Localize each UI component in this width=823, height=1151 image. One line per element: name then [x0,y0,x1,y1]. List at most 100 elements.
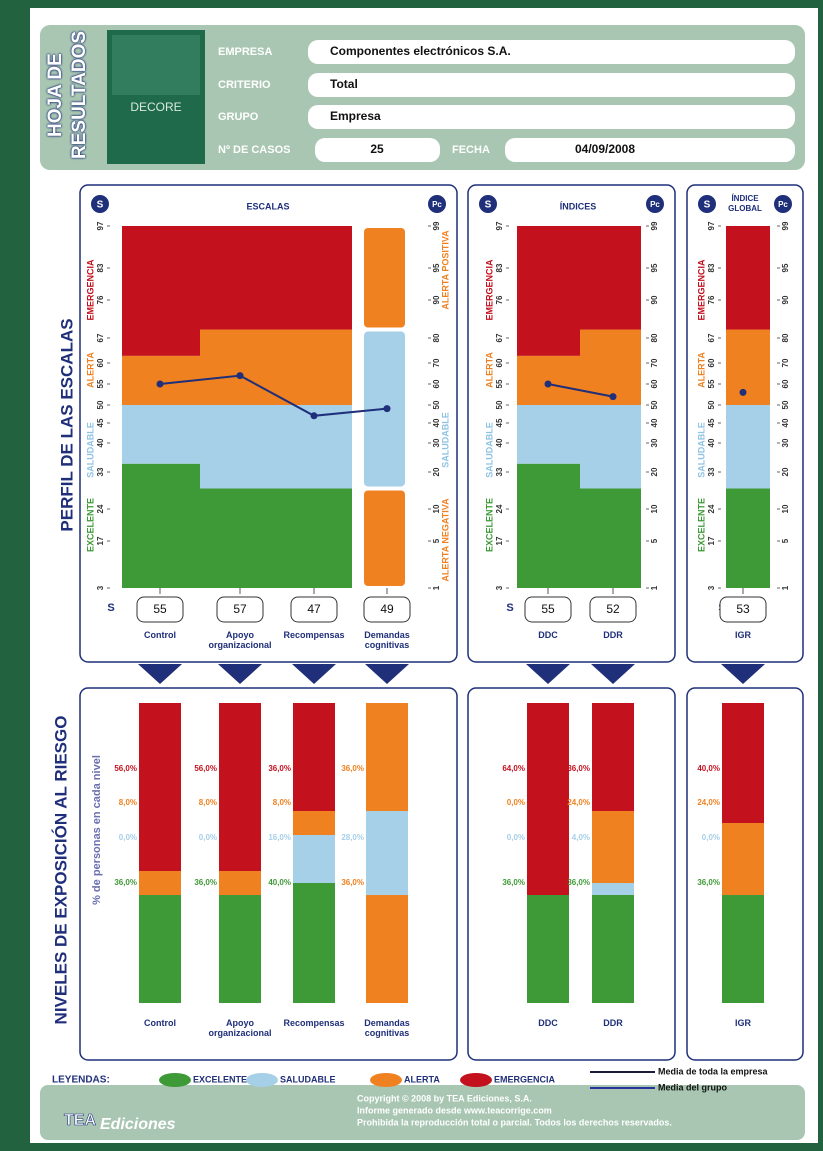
y2-tick-label: 90 [781,295,790,304]
score-dot [156,380,164,388]
y-tick-label: 24 [707,504,716,513]
value-label: 36,0% [194,878,217,887]
scale-name: DDC [538,1018,558,1028]
y2-tick-label: 20 [650,467,659,476]
badge-text: Pc [650,200,660,209]
bar-segment [722,823,764,895]
field-label: GRUPO [218,111,259,123]
badge-text: S [704,200,711,211]
y-tick-label: 60 [707,358,716,367]
y2-tick-label: 99 [432,221,441,230]
arrow [138,664,182,684]
value-label: 36,0% [114,878,137,887]
bar-segment [219,703,261,871]
s-label: S [107,602,114,614]
score-box [589,596,637,623]
brand: Ediciones [100,1116,176,1133]
band [580,329,641,405]
score-box [363,596,411,623]
y-tick-label: 83 [495,263,504,272]
band [122,463,200,588]
value-label: 40,0% [268,878,291,887]
y-tick-label: 55 [96,379,105,388]
bar-segment [139,871,181,895]
arrow [526,664,570,684]
score-dot [310,412,318,420]
band [200,329,277,405]
panel-frame [79,687,458,1061]
scale-name: Recompensas [283,1018,345,1028]
legend-swatch [460,1073,492,1087]
bar-segment [366,703,408,811]
zone-label: SALUDABLE [85,422,95,478]
y2-tick-label: 95 [650,263,659,272]
y-tick-label: 45 [96,418,105,427]
header-title: HOJA DE RESULTADOS [45,30,90,160]
panel-frame [467,687,676,1061]
scale-name: Apoyo organizacional [208,630,272,650]
y2-tick-label: 99 [650,221,659,230]
bar-segment [527,703,569,895]
scale-name: IGR [734,630,751,640]
y-tick-label: 97 [495,221,504,230]
scale-name: Demandas cognitivas [364,1018,410,1038]
y-tick-label: 40 [96,438,105,447]
field-box [308,40,795,64]
field-label: EMPRESA [218,46,272,58]
value-label: 64,0% [502,764,525,773]
value-label: 8,0% [119,798,137,807]
value-label: 24,0% [567,798,590,807]
y-tick-label: 33 [495,467,504,476]
scale-name: DDR [603,1018,623,1028]
badge-text: Pc [778,200,788,209]
band [277,488,352,588]
band [517,405,580,464]
y2-tick-label: 1 [781,585,790,590]
y-tick-label: 3 [707,585,716,590]
y2-tick-label: 70 [781,358,790,367]
y-tick-label: 40 [495,438,504,447]
book-art [112,35,200,95]
band [580,226,641,330]
badge [698,195,716,213]
y-tick-label: 76 [96,295,105,304]
panel-frame [79,184,458,663]
band [277,329,352,405]
score-dot [236,372,244,380]
value-label: 36,0% [502,878,525,887]
y2-tick-label: 5 [781,538,790,543]
y-tick-label: 55 [707,379,716,388]
y-tick-label: 55 [495,379,504,388]
scale-name: DDC [538,630,558,640]
score: 57 [233,602,247,616]
value-label: 16,0% [268,833,291,842]
y-tick-label: 17 [96,536,105,545]
scale-name: IGR [734,1018,751,1028]
y2-tick-label: 1 [650,585,659,590]
bar-segment [592,811,634,883]
bar-segment [592,895,634,1003]
y2-tick-label: 5 [432,538,441,543]
bar-segment [139,895,181,1003]
y2-tick-label: 1 [432,585,441,590]
field-value: 04/09/2008 [575,142,635,156]
bar-segment [219,895,261,1003]
y2-tick-label: 40 [432,418,441,427]
value-label: 0,0% [119,833,137,842]
band [726,226,770,330]
badge [646,195,664,213]
field-value: Total [330,77,358,91]
band [726,405,770,489]
band [122,226,200,356]
panel-title: ÍNDICES [560,201,597,211]
zone-label: ALERTA [85,352,95,388]
bar-segment [592,883,634,895]
badge-text: Pc [432,200,442,209]
value-label: 36,0% [268,764,291,773]
bar-segment [592,703,634,811]
y2-tick-label: 30 [432,438,441,447]
panel-title: ÍNDICE GLOBAL [728,194,762,213]
zone-label: EXCELENTE [85,498,95,552]
arrow [721,664,765,684]
score: 47 [307,602,321,616]
